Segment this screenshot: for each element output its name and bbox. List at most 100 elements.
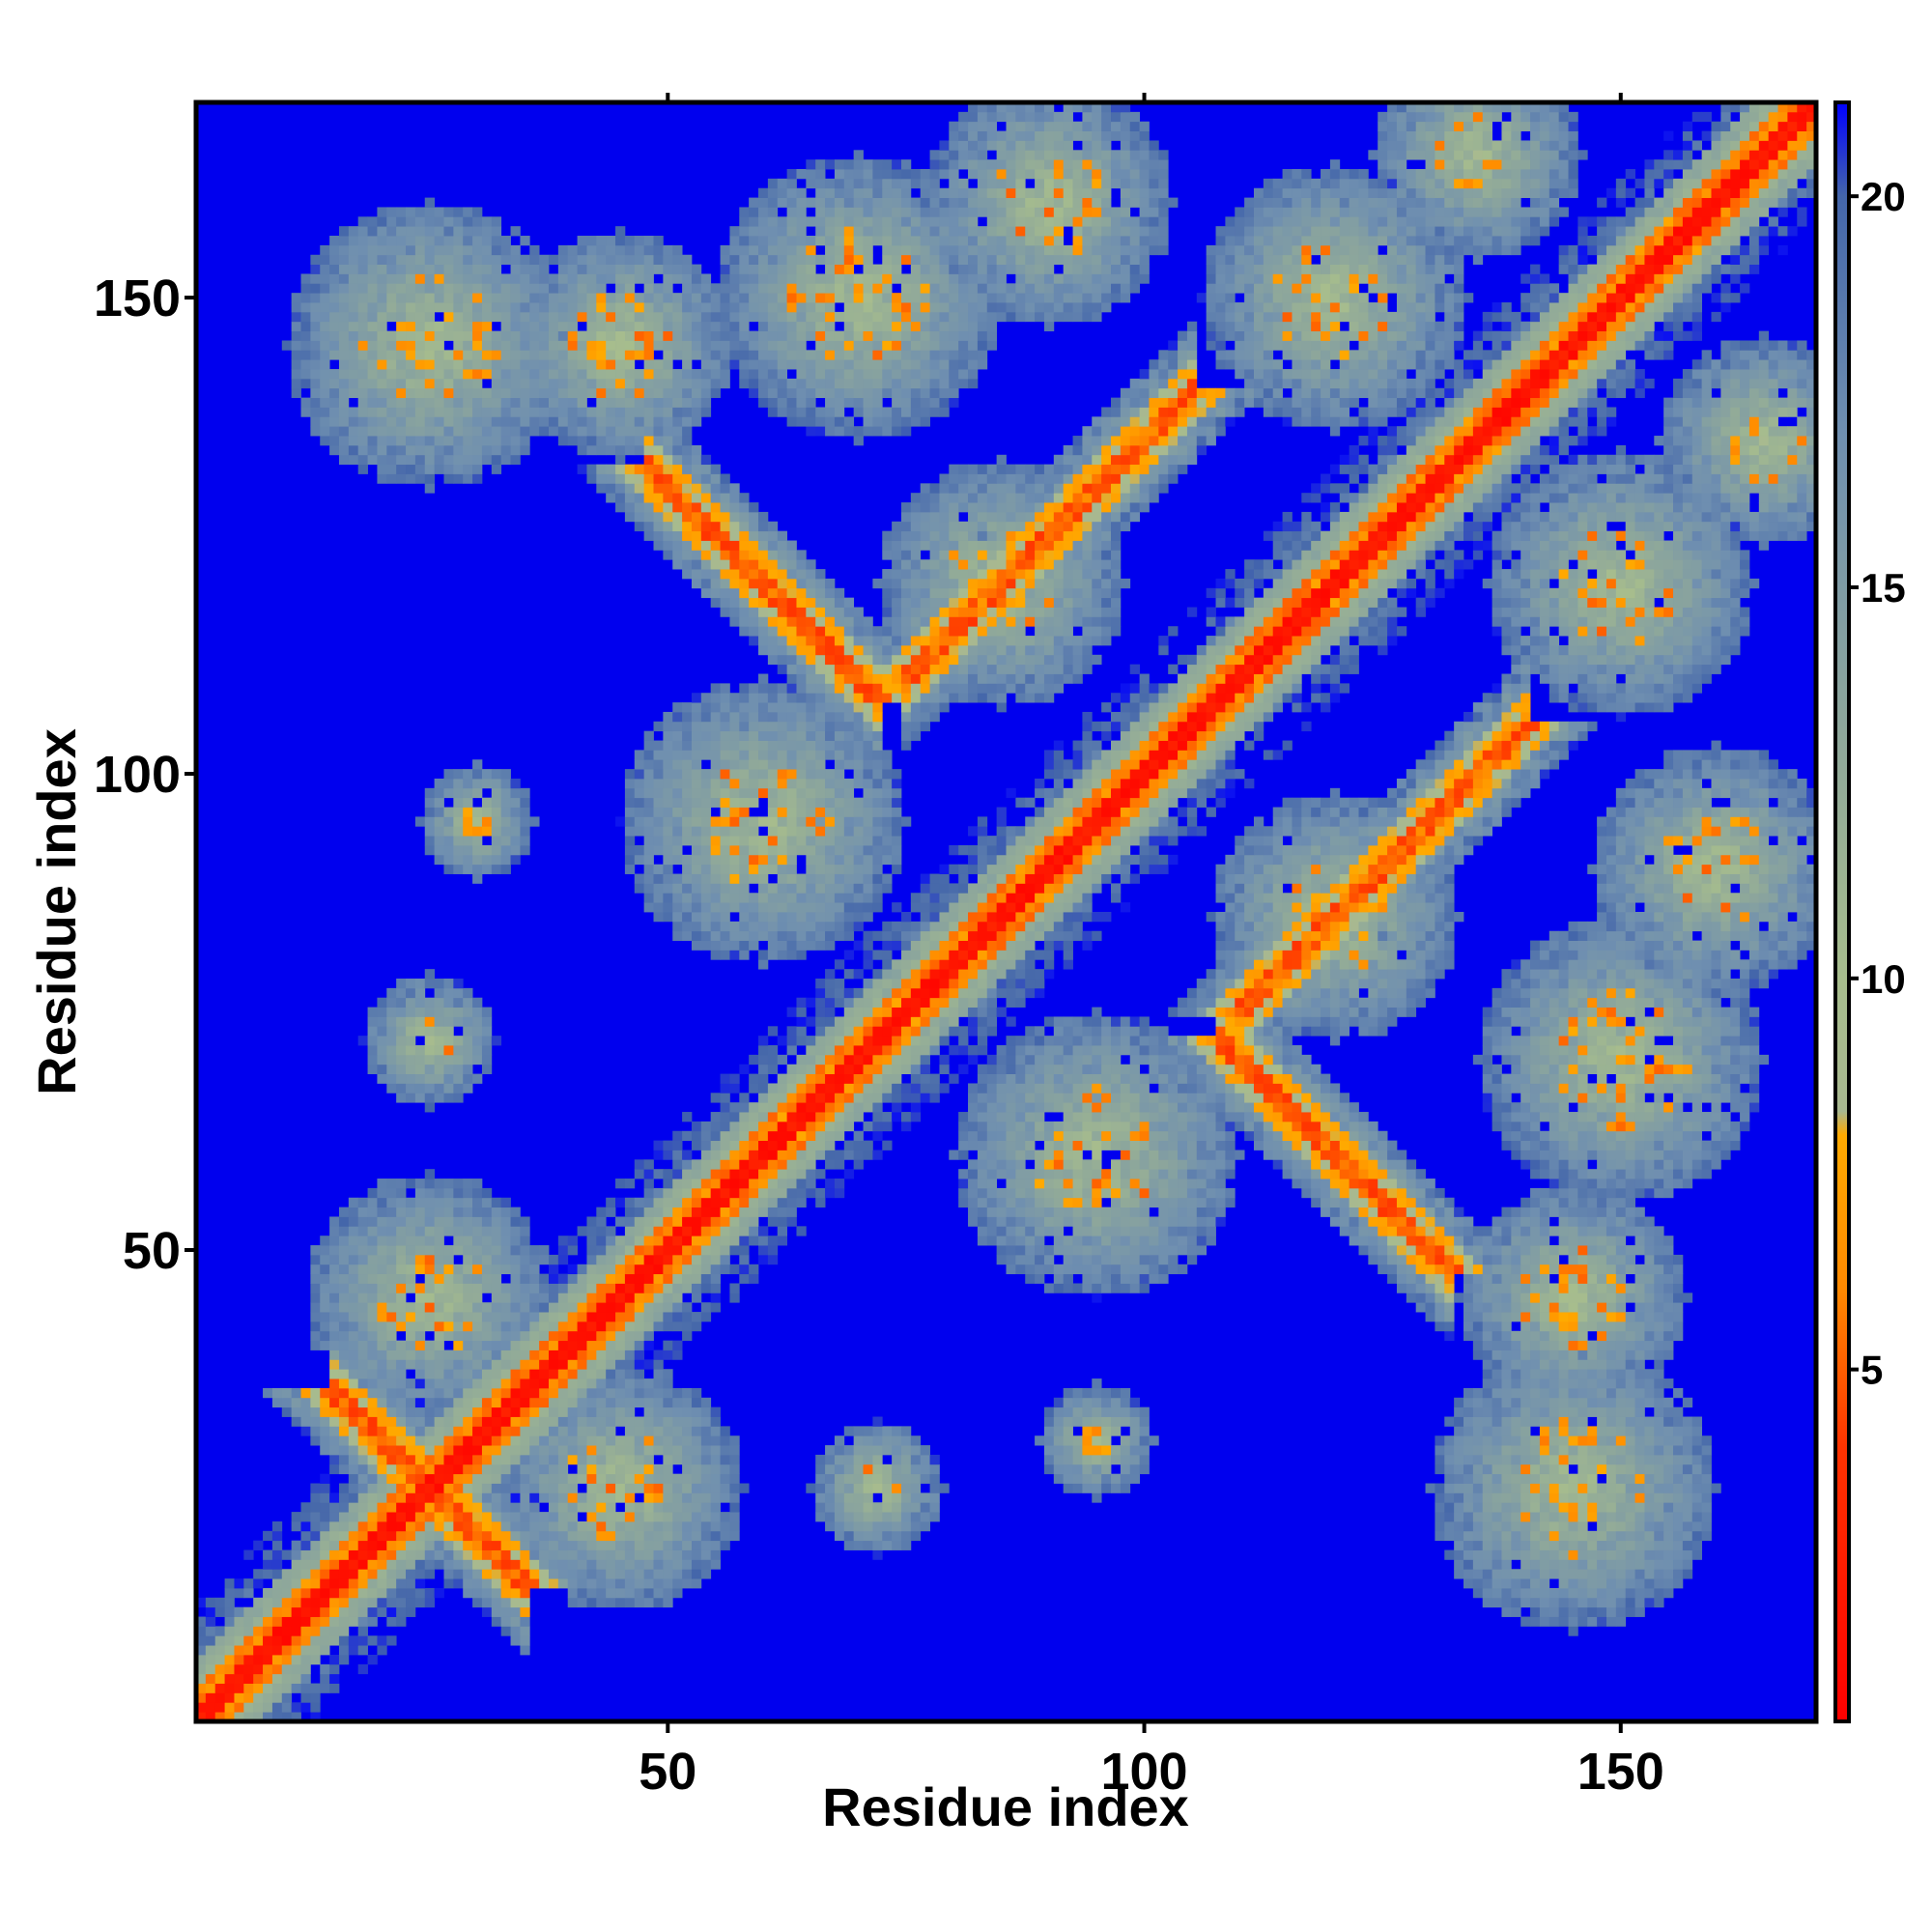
heatmap-cell: [758, 1169, 769, 1179]
heatmap-cell: [1129, 1121, 1140, 1132]
heatmap-cell: [510, 1369, 521, 1379]
heatmap-cell: [1520, 1616, 1531, 1627]
heatmap-cell: [529, 1463, 540, 1475]
heatmap-cell: [1605, 1330, 1617, 1342]
heatmap-cell: [1082, 1064, 1093, 1074]
heatmap-cell: [1196, 1159, 1208, 1170]
heatmap-cell: [310, 1626, 321, 1636]
heatmap-cell: [1587, 1245, 1598, 1256]
heatmap-cell: [958, 1197, 969, 1208]
heatmap-cell: [577, 1264, 587, 1275]
heatmap-cell: [1463, 1435, 1474, 1446]
heatmap-cell: [271, 1569, 283, 1579]
heatmap-cell: [472, 1321, 483, 1332]
heatmap-cell: [1730, 1093, 1741, 1103]
heatmap-cell: [263, 1606, 273, 1617]
heatmap-cell: [672, 1549, 683, 1560]
heatmap-cell: [1396, 1226, 1407, 1236]
heatmap-cell: [386, 1540, 397, 1550]
heatmap-cell: [606, 1340, 616, 1350]
heatmap-cell: [1415, 1264, 1426, 1275]
heatmap-cell: [634, 1435, 645, 1446]
heatmap-cell: [1396, 1207, 1407, 1217]
heatmap-cell: [1492, 1073, 1502, 1084]
heatmap-cell: [281, 1606, 293, 1617]
heatmap-cell: [424, 1312, 436, 1322]
heatmap-cell: [739, 1150, 750, 1160]
heatmap-cell: [414, 1587, 426, 1599]
heatmap-cell: [710, 1264, 721, 1275]
heatmap-cell: [825, 1454, 836, 1465]
heatmap-cell: [663, 1169, 673, 1179]
heatmap-cell: [357, 1302, 368, 1313]
heatmap-cell: [414, 1406, 426, 1417]
heatmap-cell: [348, 1502, 359, 1513]
heatmap-cell: [1605, 1112, 1617, 1122]
heatmap-cell: [1615, 1492, 1627, 1503]
heatmap-cell: [491, 1207, 502, 1217]
heatmap-cell: [663, 1416, 673, 1427]
heatmap-cell: [1339, 1187, 1350, 1199]
heatmap-cell: [767, 1102, 779, 1113]
heatmap-cell: [338, 1587, 350, 1599]
heatmap-cell: [291, 1578, 301, 1589]
heatmap-cell: [691, 1483, 702, 1493]
heatmap-cell: [615, 1254, 626, 1265]
heatmap-cell: [834, 1492, 845, 1503]
heatmap-cell: [1673, 1387, 1684, 1399]
heatmap-cell: [1053, 1435, 1065, 1446]
heatmap-cell: [1520, 1226, 1531, 1236]
heatmap-cell: [1615, 1169, 1627, 1179]
heatmap-cell: [310, 1406, 321, 1417]
heatmap-cell: [1072, 1406, 1083, 1417]
heatmap-cell: [1691, 1159, 1703, 1170]
heatmap-cell: [777, 1169, 788, 1179]
heatmap-cell: [1615, 1502, 1627, 1513]
heatmap-cell: [1691, 1540, 1703, 1550]
heatmap-cell: [1035, 1150, 1045, 1160]
heatmap-cell: [586, 1226, 597, 1236]
heatmap-cell: [1368, 1197, 1378, 1208]
heatmap-cell: [1006, 1187, 1016, 1199]
heatmap-cell: [1530, 1502, 1541, 1513]
heatmap-cell: [1605, 1064, 1617, 1074]
heatmap-cell: [557, 1245, 569, 1256]
heatmap-cell: [1206, 1054, 1216, 1065]
heatmap-cell: [1206, 1093, 1216, 1103]
heatmap-cell: [958, 1064, 969, 1074]
heatmap-cell: [1253, 1083, 1264, 1094]
heatmap-cell: [1625, 1578, 1635, 1589]
heatmap-cell: [357, 1264, 368, 1275]
heatmap-cell: [367, 1463, 378, 1475]
heatmap-cell: [1129, 1416, 1140, 1427]
heatmap-cell: [491, 1512, 502, 1522]
heatmap-cell: [825, 1112, 836, 1122]
heatmap-cell: [577, 1312, 587, 1322]
heatmap-cell: [396, 1179, 407, 1189]
heatmap-cell: [586, 1520, 597, 1532]
heatmap-cell: [1605, 1502, 1617, 1513]
heatmap-cell: [1015, 1245, 1026, 1256]
heatmap-cell: [281, 1673, 293, 1684]
heatmap-cell: [1396, 1264, 1407, 1275]
heatmap-cell: [1682, 1445, 1693, 1456]
heatmap-cell: [1282, 1130, 1293, 1142]
heatmap-cell: [1720, 1130, 1731, 1142]
heatmap-cell: [310, 1512, 321, 1522]
heatmap-cell: [882, 1121, 893, 1132]
heatmap-cell: [1615, 1102, 1627, 1113]
heatmap-cell: [1272, 1102, 1283, 1113]
heatmap-cell: [367, 1350, 378, 1360]
heatmap-cell: [1435, 1236, 1445, 1246]
heatmap-cell: [1501, 1606, 1512, 1617]
heatmap-cell: [367, 1435, 378, 1446]
heatmap-cell: [1492, 1540, 1502, 1550]
heatmap-cell: [1539, 1112, 1550, 1122]
heatmap-cell: [1577, 1416, 1588, 1427]
heatmap-cell: [320, 1597, 330, 1608]
heatmap-cell: [1339, 1102, 1350, 1113]
heatmap-cell: [434, 1416, 444, 1427]
heatmap-cell: [234, 1645, 244, 1656]
heatmap-cell: [767, 1169, 779, 1179]
heatmap-cell: [1577, 1093, 1588, 1103]
